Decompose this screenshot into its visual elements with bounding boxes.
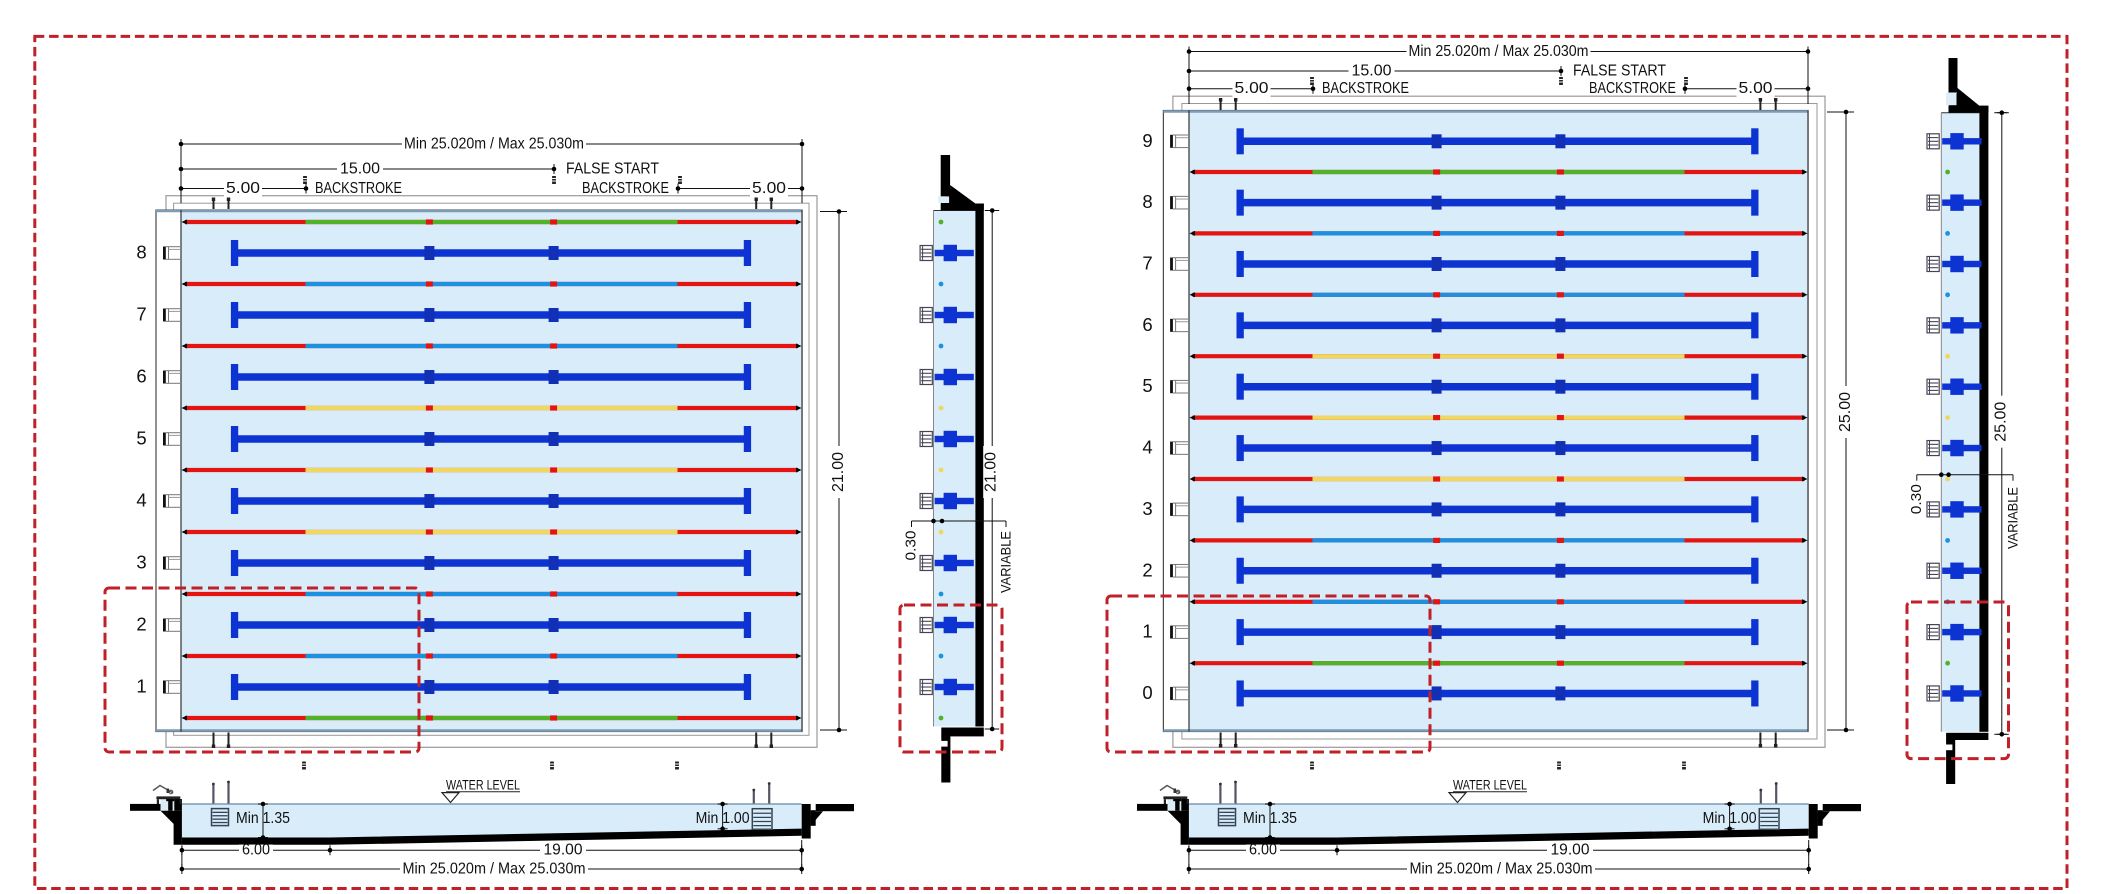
svg-text:0: 0 bbox=[1142, 682, 1152, 703]
svg-text:Min 25.020m / Max 25.030m: Min 25.020m / Max 25.030m bbox=[1410, 861, 1593, 878]
svg-text:5: 5 bbox=[1142, 375, 1152, 396]
svg-text:BACKSTROKE: BACKSTROKE bbox=[1589, 80, 1676, 97]
svg-text:6: 6 bbox=[136, 366, 146, 387]
svg-text:WATER LEVEL: WATER LEVEL bbox=[1453, 777, 1527, 793]
svg-text:19.00: 19.00 bbox=[544, 842, 583, 859]
svg-text:25.00: 25.00 bbox=[1837, 392, 1854, 432]
svg-text:7: 7 bbox=[136, 304, 146, 325]
svg-text:21.00: 21.00 bbox=[830, 452, 847, 492]
svg-text:4: 4 bbox=[1142, 437, 1152, 458]
svg-text:FALSE START: FALSE START bbox=[1573, 63, 1666, 80]
svg-text:Min 1.00: Min 1.00 bbox=[1703, 810, 1757, 827]
svg-text:5.00: 5.00 bbox=[1235, 80, 1269, 97]
svg-text:15.00: 15.00 bbox=[1352, 63, 1392, 80]
svg-text:Min 1.35: Min 1.35 bbox=[236, 810, 290, 827]
svg-text:19.00: 19.00 bbox=[1551, 842, 1590, 859]
svg-text:6.00: 6.00 bbox=[242, 842, 270, 859]
svg-text:8: 8 bbox=[1142, 191, 1152, 212]
svg-text:Min 25.020m / Max 25.030m: Min 25.020m / Max 25.030m bbox=[404, 136, 584, 153]
svg-text:5.00: 5.00 bbox=[226, 180, 260, 197]
svg-text:1: 1 bbox=[1142, 621, 1152, 642]
svg-text:25.00: 25.00 bbox=[1992, 401, 2009, 441]
svg-text:6.00: 6.00 bbox=[1249, 842, 1277, 859]
svg-text:15.00: 15.00 bbox=[340, 161, 380, 178]
svg-text:2: 2 bbox=[136, 614, 146, 635]
svg-text:8: 8 bbox=[136, 242, 146, 263]
svg-text:5: 5 bbox=[136, 428, 146, 449]
svg-text:WATER LEVEL: WATER LEVEL bbox=[446, 777, 520, 793]
svg-text:FALSE START: FALSE START bbox=[566, 161, 659, 178]
svg-text:Min 1.35: Min 1.35 bbox=[1243, 810, 1297, 827]
svg-text:3: 3 bbox=[1142, 498, 1152, 519]
svg-text:VARIABLE: VARIABLE bbox=[998, 531, 1014, 593]
svg-text:Min 1.00: Min 1.00 bbox=[696, 810, 750, 827]
svg-text:BACKSTROKE: BACKSTROKE bbox=[582, 180, 669, 197]
svg-text:3: 3 bbox=[136, 552, 146, 573]
svg-text:6: 6 bbox=[1142, 314, 1152, 335]
svg-text:BACKSTROKE: BACKSTROKE bbox=[1322, 80, 1409, 97]
svg-text:VARIABLE: VARIABLE bbox=[2005, 487, 2021, 549]
svg-text:9: 9 bbox=[1142, 130, 1152, 151]
svg-text:1: 1 bbox=[136, 676, 146, 697]
svg-text:0.30: 0.30 bbox=[1908, 484, 1925, 514]
svg-text:4: 4 bbox=[136, 490, 146, 511]
svg-text:7: 7 bbox=[1142, 253, 1152, 274]
svg-text:21.00: 21.00 bbox=[983, 452, 1000, 492]
svg-text:5.00: 5.00 bbox=[752, 180, 786, 197]
svg-text:BACKSTROKE: BACKSTROKE bbox=[315, 180, 402, 197]
svg-text:Min 25.020m / Max 25.030m: Min 25.020m / Max 25.030m bbox=[403, 861, 586, 878]
svg-text:2: 2 bbox=[1142, 559, 1152, 580]
svg-text:0.30: 0.30 bbox=[903, 531, 920, 561]
svg-text:5.00: 5.00 bbox=[1739, 80, 1773, 97]
svg-text:Min 25.020m / Max 25.030m: Min 25.020m / Max 25.030m bbox=[1409, 43, 1589, 60]
